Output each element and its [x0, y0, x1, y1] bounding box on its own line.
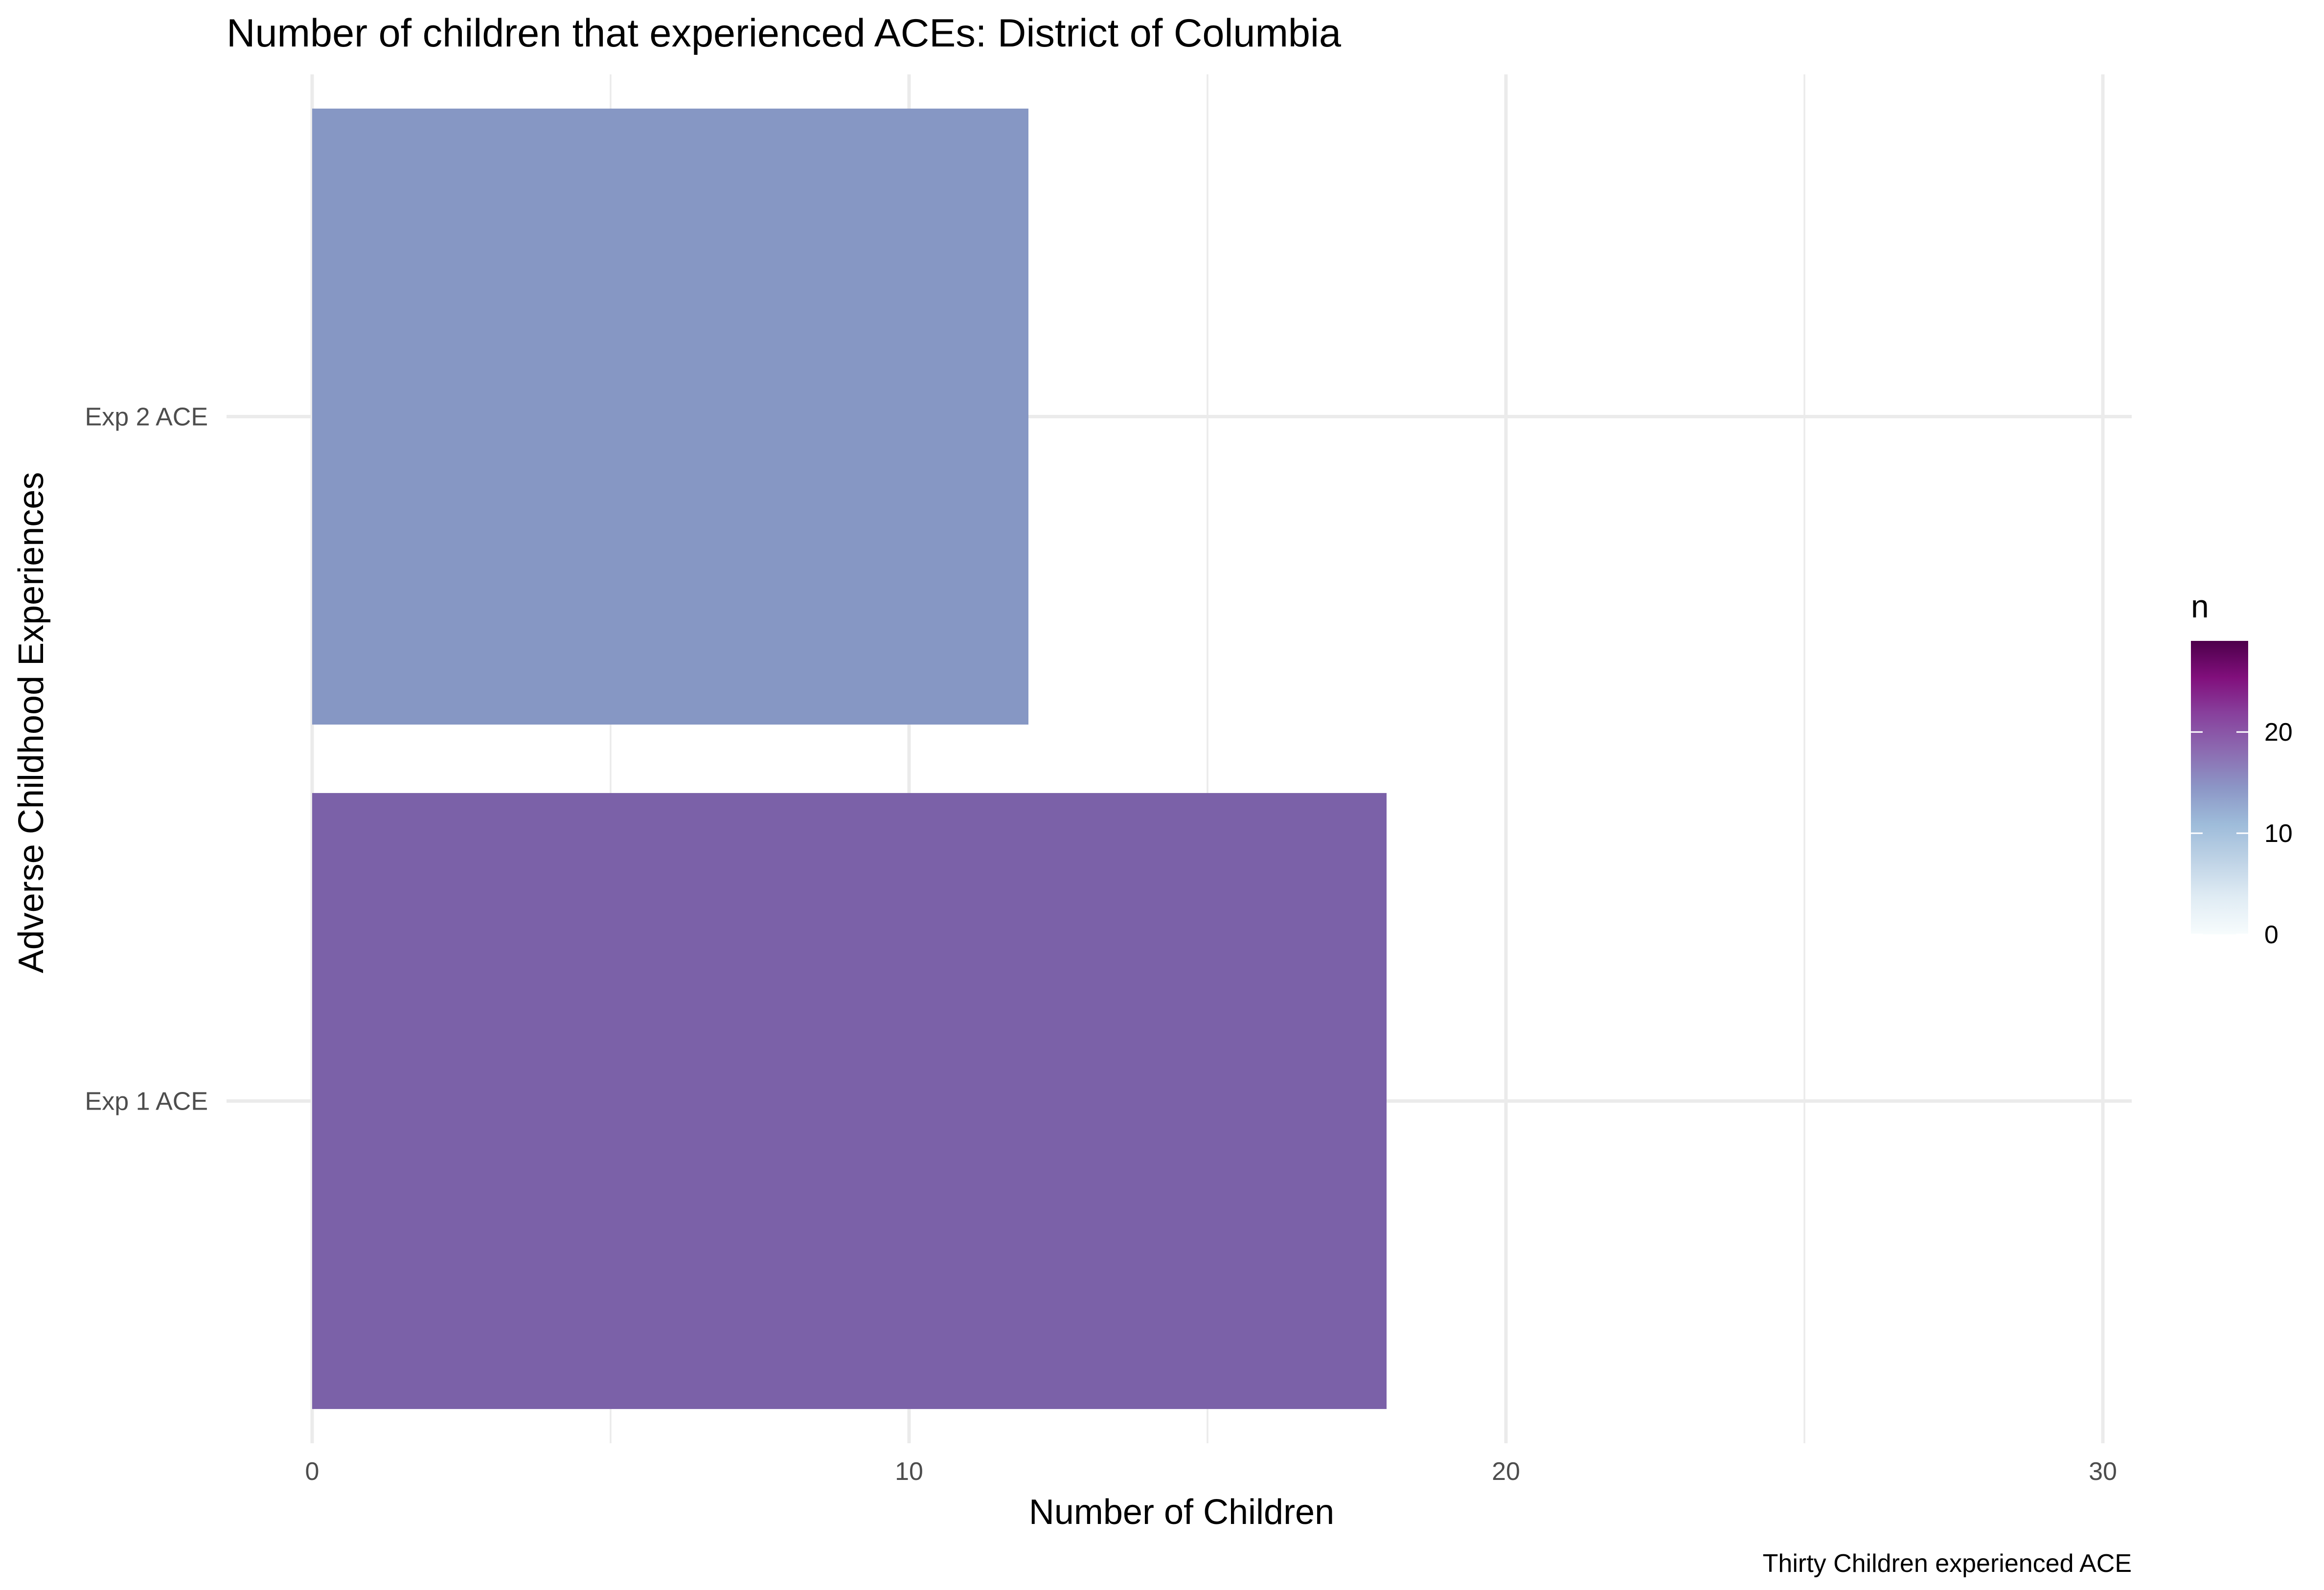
y-tick-label: Exp 2 ACE	[85, 403, 208, 432]
x-tick-label: 10	[895, 1457, 923, 1486]
legend-colorbar	[2191, 641, 2248, 934]
bars	[312, 108, 1387, 1409]
x-tick-label: 20	[1492, 1457, 1520, 1486]
y-axis-title: Adverse Childhood Experiences	[12, 472, 51, 974]
bar-exp-1-ace	[312, 793, 1387, 1409]
legend-label: 0	[2264, 921, 2278, 949]
x-axis-title: Number of Children	[1029, 1493, 1334, 1532]
y-tick-label: Exp 1 ACE	[85, 1088, 208, 1116]
legend-label: 10	[2264, 819, 2293, 848]
chart-title: Number of children that experienced ACEs…	[227, 11, 1342, 55]
axis-ticks: 0 10 20 30 Exp 1 ACE Exp 2 ACE	[85, 403, 2117, 1486]
color-legend: n 0 10 20	[2191, 588, 2293, 949]
legend-ticks: 0 10 20	[2191, 718, 2293, 949]
x-tick-label: 30	[2089, 1457, 2117, 1486]
x-tick-label: 0	[305, 1457, 319, 1486]
legend-label: 20	[2264, 718, 2293, 747]
bar-exp-2-ace	[312, 108, 1028, 725]
legend-title: n	[2191, 588, 2209, 624]
chart-caption: Thirty Children experienced ACE	[1763, 1549, 2132, 1578]
